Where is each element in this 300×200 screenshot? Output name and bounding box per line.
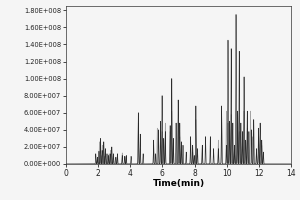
X-axis label: Time(min): Time(min) (152, 179, 205, 188)
